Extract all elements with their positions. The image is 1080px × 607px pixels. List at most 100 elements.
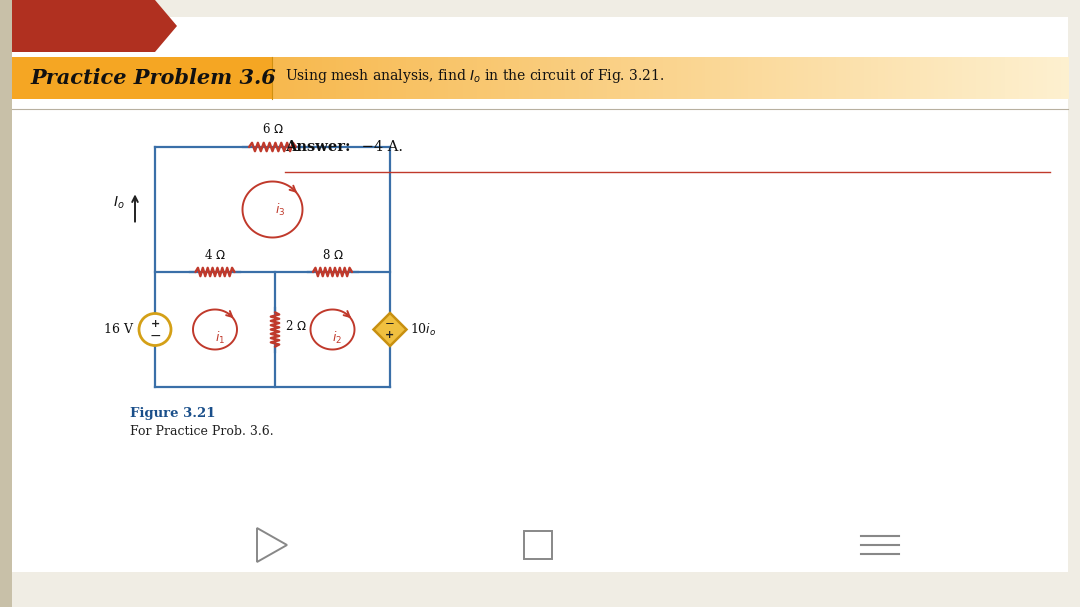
Bar [26,57,30,99]
Bar [297,57,301,99]
Bar [909,57,914,99]
Bar [283,57,287,99]
Bar [353,57,357,99]
Bar [808,57,812,99]
Bar [395,57,401,99]
Bar [878,57,882,99]
Bar [917,57,921,99]
Bar [487,57,491,99]
Bar [1026,57,1030,99]
Bar [19,57,24,99]
Bar [65,57,69,99]
Bar [1008,57,1013,99]
Bar [613,57,619,99]
Bar [571,57,577,99]
Bar [537,57,541,99]
Bar [663,57,667,99]
Bar [934,57,939,99]
Bar [347,57,351,99]
Bar [685,57,689,99]
Bar [889,57,893,99]
Bar [118,57,122,99]
Text: 10$i_o$: 10$i_o$ [410,322,436,337]
Bar [185,57,189,99]
Bar [652,57,657,99]
Bar [526,57,530,99]
Text: −4 A.: −4 A. [357,140,403,154]
Bar [357,57,362,99]
Bar [364,57,368,99]
Bar [660,57,664,99]
Bar [1043,57,1048,99]
Bar [504,57,510,99]
Bar [694,57,700,99]
Bar [814,57,819,99]
Text: 16 V: 16 V [104,323,133,336]
Bar [705,57,710,99]
Bar [381,57,387,99]
Bar [423,57,429,99]
Bar [459,57,463,99]
Bar [79,57,83,99]
Bar [110,57,116,99]
Bar [224,57,228,99]
Bar [336,57,340,99]
Bar [37,57,41,99]
Bar [152,57,158,99]
Bar [970,57,974,99]
Bar [367,57,372,99]
Bar [800,57,805,99]
Bar [839,57,843,99]
Bar [780,57,784,99]
Bar [610,57,615,99]
Bar [121,57,125,99]
Bar [328,57,334,99]
Text: −: − [386,317,395,330]
Bar [375,57,379,99]
Bar [300,57,306,99]
Bar [456,57,460,99]
Bar [12,57,16,99]
Bar [998,57,1002,99]
Bar [937,57,942,99]
Bar [414,57,418,99]
Bar [966,57,971,99]
Bar [255,57,259,99]
Bar [54,57,58,99]
Bar [202,57,206,99]
Bar [624,57,629,99]
Bar [515,57,519,99]
Bar [775,57,781,99]
Bar [677,57,681,99]
Text: +: + [386,330,394,341]
Bar [319,57,323,99]
Bar [532,57,538,99]
Bar [562,57,566,99]
Bar [213,57,217,99]
Bar [132,57,136,99]
Bar [86,57,91,99]
Bar [1054,57,1058,99]
Bar [495,57,499,99]
Bar [649,57,653,99]
Bar [973,57,977,99]
Bar [856,57,862,99]
Bar [804,57,809,99]
Bar [188,57,192,99]
Bar [1018,57,1023,99]
Bar [627,57,633,99]
Bar [195,57,200,99]
Bar [163,57,167,99]
Bar [646,57,650,99]
Bar [582,57,586,99]
Bar [308,57,312,99]
Bar [708,57,714,99]
Bar [987,57,991,99]
Bar [643,57,647,99]
Bar [752,57,756,99]
Bar [43,57,49,99]
Bar [241,57,245,99]
Bar [322,57,326,99]
Bar [786,57,791,99]
Bar [518,57,524,99]
